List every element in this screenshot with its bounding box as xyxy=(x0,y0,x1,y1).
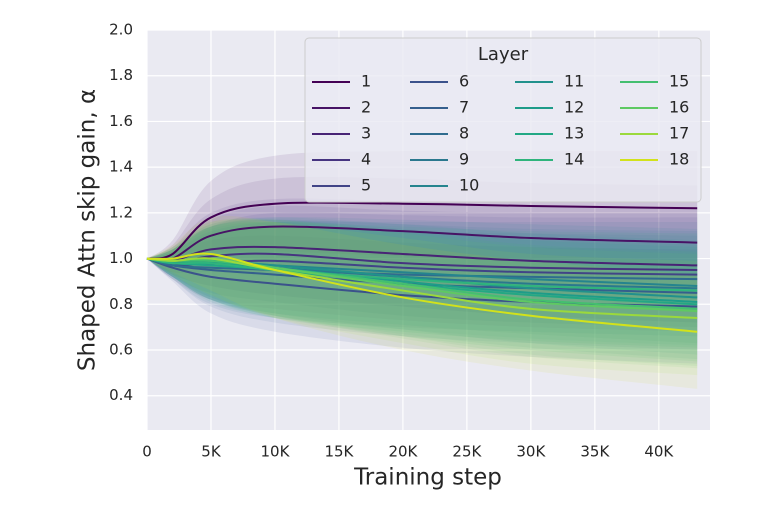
legend-label: 4 xyxy=(361,150,371,169)
y-tick-label: 0.4 xyxy=(109,386,133,404)
legend-label: 2 xyxy=(361,98,371,117)
x-tick-label: 5K xyxy=(201,443,222,461)
x-axis-label: Training step xyxy=(353,465,502,491)
x-tick-label: 10K xyxy=(260,443,290,461)
legend-frame xyxy=(304,37,702,203)
legend-label: 13 xyxy=(564,124,584,143)
error-band xyxy=(147,215,698,389)
y-tick-label: 2.0 xyxy=(109,21,133,39)
legend-label: 3 xyxy=(361,124,371,143)
legend-label: 6 xyxy=(459,72,469,91)
legend-label: 12 xyxy=(564,98,584,117)
y-tick-label: 1.6 xyxy=(109,112,133,130)
legend-label: 17 xyxy=(669,124,689,143)
legend-label: 16 xyxy=(669,98,689,117)
y-tick-label: 1.4 xyxy=(109,158,133,176)
x-tick-label: 35K xyxy=(580,443,610,461)
legend-label: 5 xyxy=(361,176,371,195)
error-band xyxy=(147,198,698,323)
legend-label: 10 xyxy=(459,176,479,195)
legend-label: 15 xyxy=(669,72,689,91)
legend-title: Layer xyxy=(478,44,529,65)
y-tick-label: 1.8 xyxy=(109,66,133,84)
series-line xyxy=(146,225,698,262)
y-tick-label: 0.6 xyxy=(109,341,133,359)
y-axis-label: Shaped Attn skip gain, α xyxy=(75,89,101,371)
series-line xyxy=(146,257,698,319)
series-line xyxy=(146,252,698,333)
legend-label: 1 xyxy=(361,72,371,91)
y-tick-label: 1.2 xyxy=(109,203,133,221)
error-band xyxy=(147,221,698,362)
x-tick-label: 15K xyxy=(324,443,354,461)
x-tick-label: 25K xyxy=(452,443,482,461)
legend-label: 14 xyxy=(564,150,584,169)
x-tick-label: 40K xyxy=(644,443,674,461)
x-tick-label: 20K xyxy=(388,443,418,461)
legend-label: 8 xyxy=(459,124,469,143)
x-tick-label: 30K xyxy=(516,443,546,461)
legend-label: 18 xyxy=(669,150,689,169)
y-tick-label: 1.0 xyxy=(109,249,133,267)
y-tick-label: 0.8 xyxy=(109,295,133,313)
legend-label: 9 xyxy=(459,150,469,169)
legend-label: 11 xyxy=(564,72,584,91)
legend-label: 7 xyxy=(459,98,469,117)
x-tick-label: 0 xyxy=(142,443,152,461)
series-line xyxy=(146,201,698,260)
